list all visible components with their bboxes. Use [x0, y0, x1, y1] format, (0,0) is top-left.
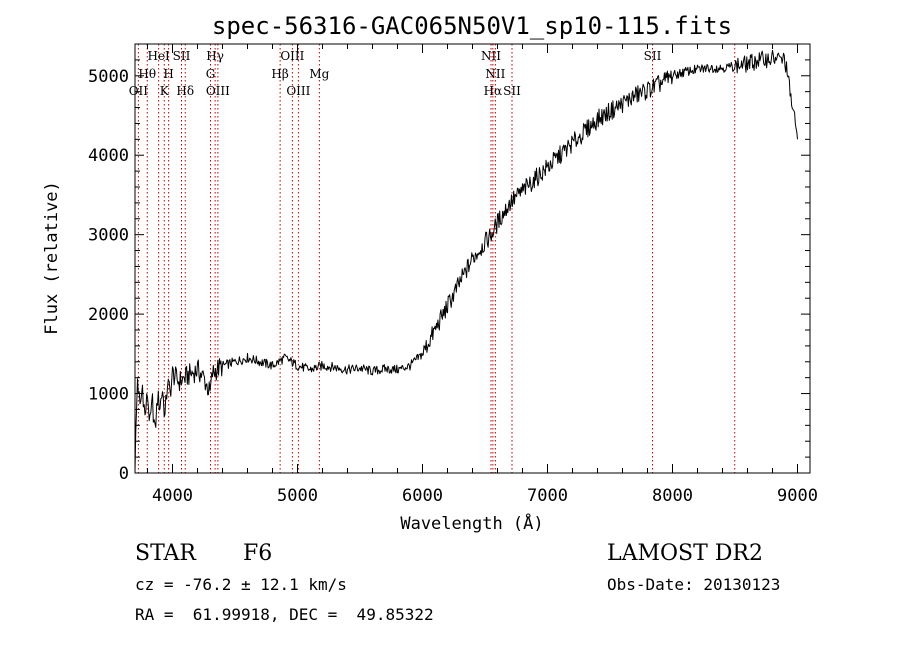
- survey-name: LAMOST DR2: [607, 541, 763, 566]
- y-tick-label: 1000: [88, 385, 129, 405]
- redshift-cz: cz = -76.2 ± 12.1 km/s: [135, 575, 347, 594]
- spectral-line-label: NII: [485, 67, 505, 81]
- x-tick-label: 4000: [152, 486, 193, 506]
- spectral-line-label: SII: [173, 49, 191, 63]
- spectral-line-label: K: [160, 84, 170, 98]
- ra-dec: RA = 61.99918, DEC = 49.85322: [135, 605, 434, 624]
- y-tick-label: 5000: [88, 67, 129, 87]
- chart-title: spec-56316-GAC065N50V1_sp10-115.fits: [212, 12, 732, 40]
- spectral-line-label: SII: [644, 49, 662, 63]
- spectral-line-label: OIII: [206, 84, 230, 98]
- spectral-line-label: Hα: [484, 84, 503, 98]
- y-tick-label: 4000: [88, 146, 129, 166]
- x-axis-ticks: 4000 5000 6000 7000 8000 9000: [147, 44, 818, 506]
- spectral-line-label: OIII: [286, 84, 310, 98]
- spectral-line-label: Hβ: [271, 67, 288, 81]
- y-tick-label: 3000: [88, 226, 129, 246]
- x-axis-label: Wavelength (Å): [400, 512, 543, 534]
- spectral-line-label: Hγ: [206, 49, 224, 63]
- spectral-line-label: SII: [503, 84, 521, 98]
- spectral-line-label: NII: [481, 49, 501, 63]
- y-axis-label: Flux (relative): [42, 181, 62, 335]
- y-axis-ticks: 0 1000 2000 3000 4000 5000: [88, 43, 810, 484]
- spectrum-series: [134, 49, 798, 473]
- x-tick-label: 9000: [777, 486, 818, 506]
- plot-frame: [134, 43, 811, 474]
- observation-date: Obs-Date: 20130123: [607, 575, 781, 594]
- spectral-line-label: H: [163, 67, 173, 81]
- spectrum-line: [134, 49, 798, 473]
- spectral-line-label: Mg: [309, 67, 329, 81]
- spectral-line-label: G: [206, 67, 216, 81]
- x-tick-label: 5000: [277, 486, 318, 506]
- y-tick-label: 2000: [88, 305, 129, 325]
- spectral-line-label: Hθ: [138, 67, 156, 81]
- spectral-line-label: OII: [129, 84, 149, 98]
- object-class: STAR: [135, 541, 196, 566]
- x-tick-label: 6000: [402, 486, 443, 506]
- spectral-line-label: Hδ: [176, 84, 194, 98]
- y-tick-label: 0: [119, 464, 129, 484]
- object-subclass: F6: [243, 541, 273, 566]
- spectral-line-label: OIII: [280, 49, 304, 63]
- spectral-lines: OIIHθHeIKHSIIHδGHγOIIIHβOIIIOIIIMgNIIHαN…: [129, 44, 736, 473]
- x-tick-label: 8000: [652, 486, 693, 506]
- x-tick-label: 7000: [527, 486, 568, 506]
- spectral-line-label: HeI: [147, 49, 170, 63]
